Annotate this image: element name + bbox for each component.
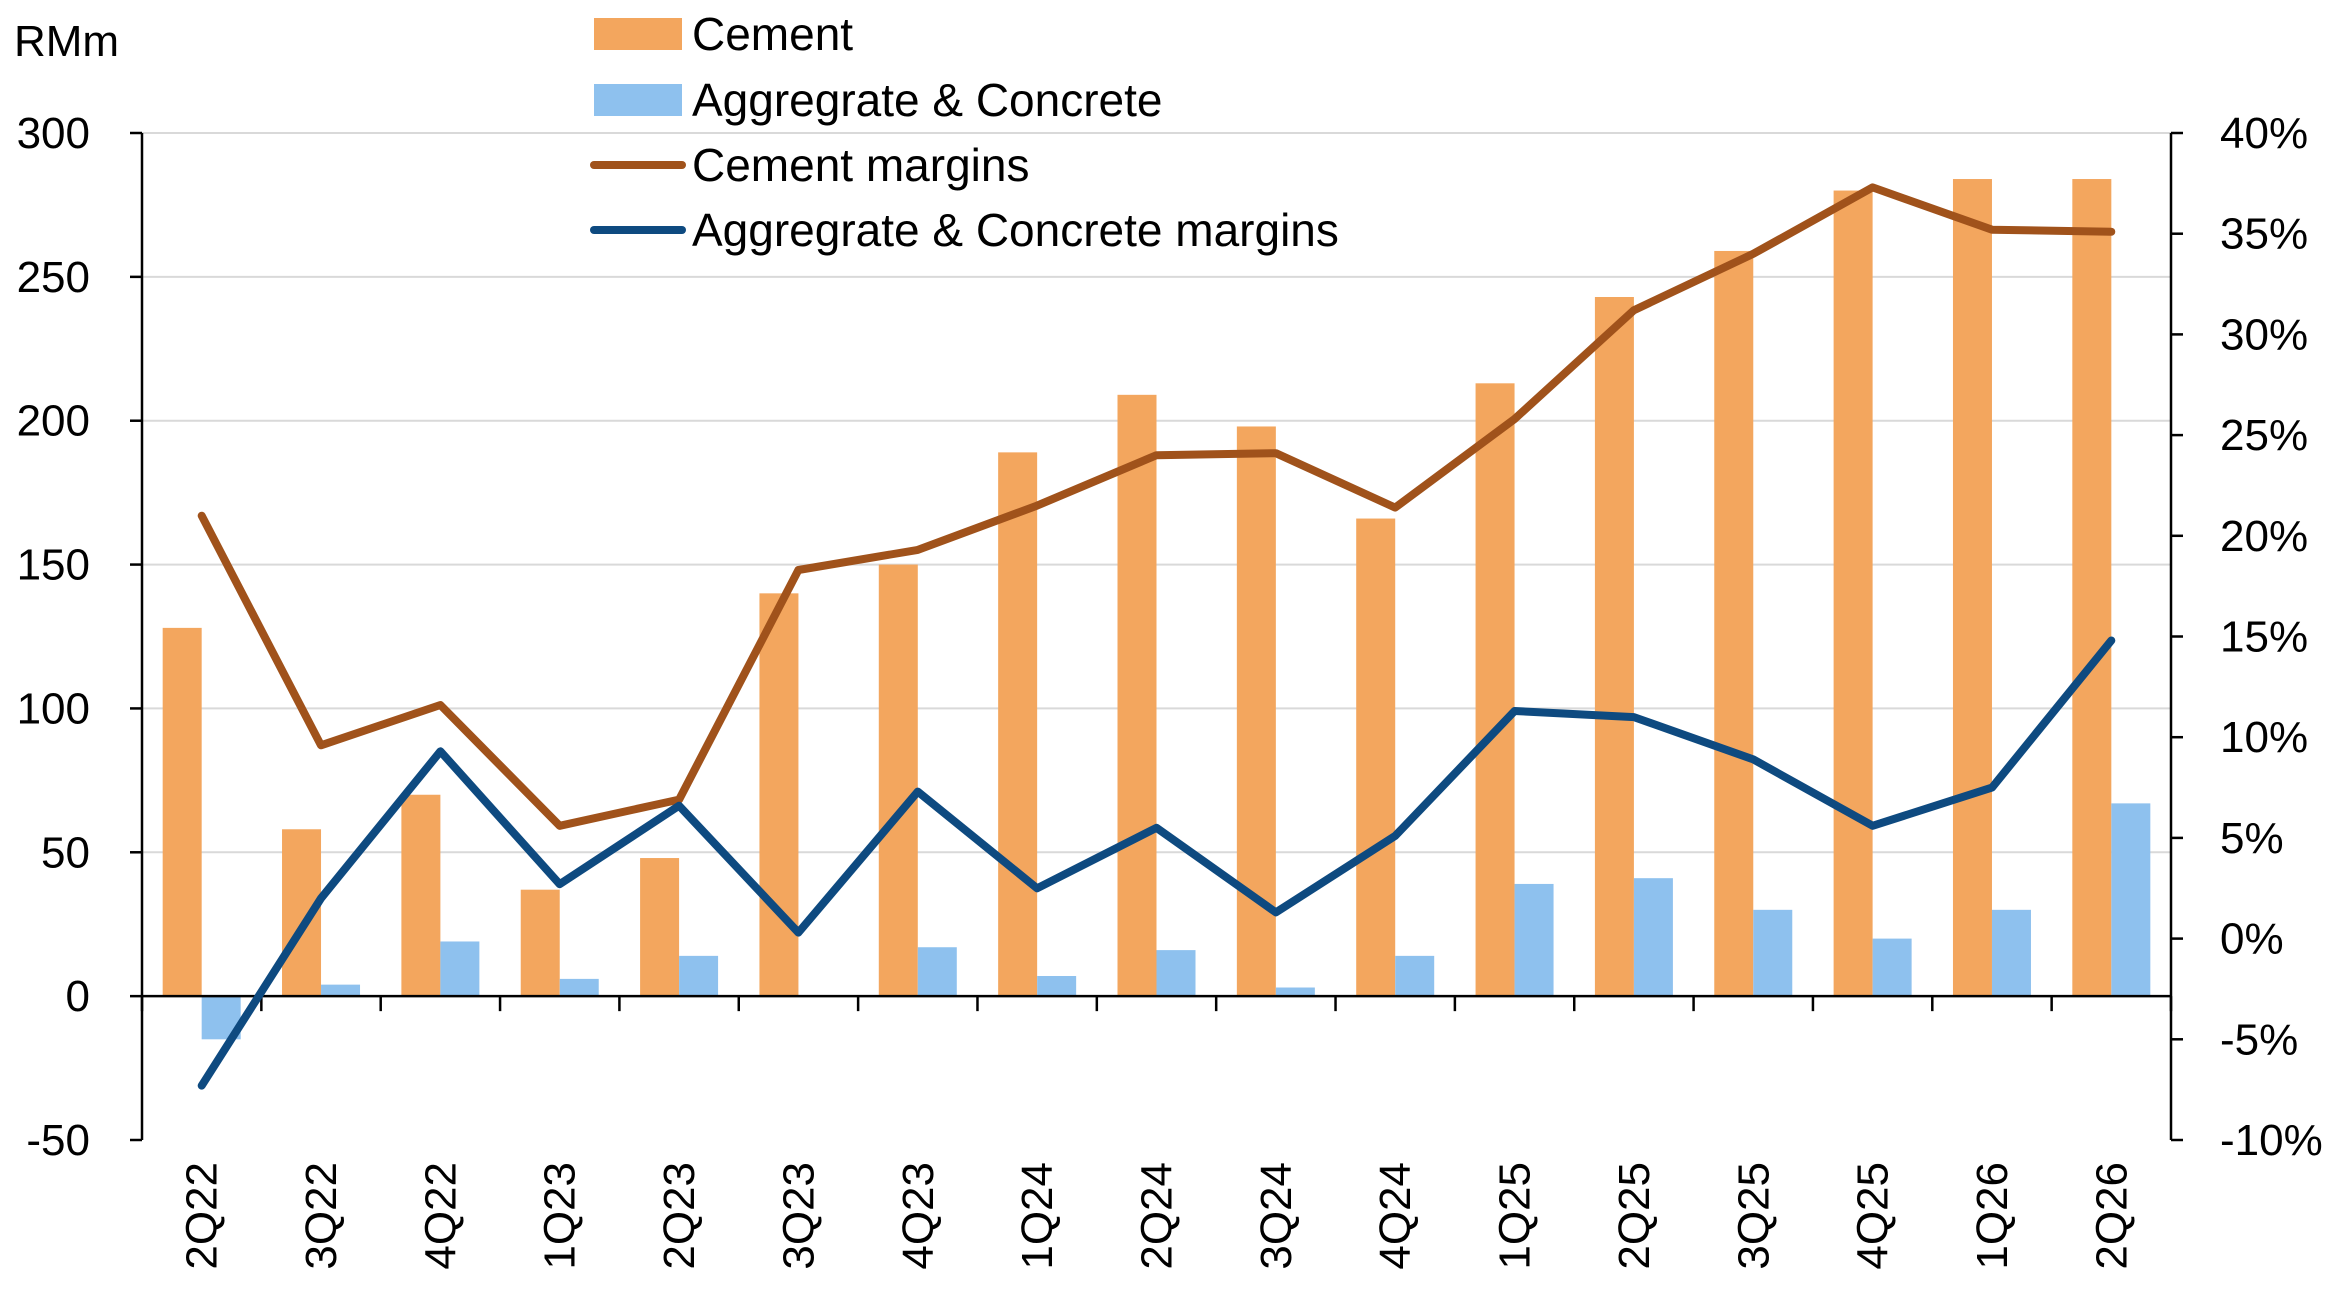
bar-cement — [1117, 394, 1157, 997]
bar-aggregate-concrete — [1037, 976, 1077, 997]
right-tick-label: 5% — [2220, 814, 2284, 863]
bar-cement — [1714, 250, 1754, 997]
bar-cement — [1833, 190, 1873, 997]
category-label: 2Q22 — [178, 1162, 227, 1270]
left-axis-unit: RMm — [14, 17, 119, 66]
bar-cement — [2072, 179, 2112, 997]
bar-aggregate-concrete — [1633, 878, 1673, 997]
margin-lines — [197, 183, 2116, 1090]
left-tick-label: -50 — [26, 1116, 90, 1165]
right-tick-label: 20% — [2220, 512, 2308, 561]
bar-cement — [1356, 518, 1396, 997]
right-tick-label: 35% — [2220, 210, 2308, 259]
category-label: 1Q24 — [1013, 1162, 1062, 1270]
bar-aggregate-concrete — [1991, 909, 2031, 997]
bar-cement — [878, 564, 918, 997]
left-tick-label: 150 — [17, 541, 90, 590]
left-tick-label: 200 — [17, 397, 90, 446]
category-label: 3Q23 — [774, 1162, 823, 1270]
legend-swatch-cement — [594, 18, 682, 50]
bar-aggregate-concrete — [1753, 909, 1793, 997]
right-tick-label: 30% — [2220, 310, 2308, 359]
bar-cement — [759, 593, 799, 997]
axes — [130, 131, 2183, 1142]
bar-aggregate-concrete — [2111, 803, 2151, 997]
category-label: 1Q25 — [1491, 1162, 1540, 1270]
bar-aggregate-concrete — [1872, 938, 1912, 997]
bar-cement — [1475, 383, 1515, 997]
bar-aggregate-concrete — [1395, 955, 1435, 997]
category-label: 2Q26 — [2087, 1162, 2136, 1270]
line-aggregate-concrete-margins — [197, 636, 2116, 1090]
legend-swatch-aggregate-concrete — [594, 84, 682, 116]
category-label: 4Q23 — [894, 1162, 943, 1270]
category-label: 3Q22 — [297, 1162, 346, 1270]
bar-cement — [520, 889, 560, 997]
bar-aggregate-concrete — [1514, 883, 1554, 997]
bar-aggregate-concrete — [1156, 950, 1196, 997]
category-label: 3Q24 — [1252, 1162, 1301, 1270]
category-label: 2Q23 — [655, 1162, 704, 1270]
tick-labels: -50 0 50 100 150 200 250 300 -10% -5% 0% 5% 10% 15% 20… — [17, 109, 2323, 1270]
right-tick-label: -10% — [2220, 1116, 2323, 1165]
right-tick-label: 40% — [2220, 109, 2308, 158]
left-tick-label: 50 — [41, 828, 90, 877]
bar-aggregate-concrete — [679, 955, 719, 997]
bar-cement — [401, 794, 441, 997]
category-label: 1Q23 — [536, 1162, 585, 1270]
bar-aggregate-concrete — [917, 947, 957, 997]
category-label: 2Q24 — [1133, 1162, 1182, 1270]
bar-cement — [162, 627, 202, 997]
category-label: 1Q26 — [1968, 1162, 2017, 1270]
right-tick-label: 25% — [2220, 411, 2308, 460]
bar-cement — [1594, 296, 1634, 997]
right-tick-label: 15% — [2220, 613, 2308, 662]
bars — [162, 179, 2151, 1040]
left-tick-label: 100 — [17, 684, 90, 733]
category-label: 4Q25 — [1849, 1162, 1898, 1270]
bar-aggregate-concrete — [559, 978, 599, 997]
legend-label: Aggregrate & Concrete margins — [692, 204, 1339, 256]
bar-aggregate-concrete — [321, 984, 361, 997]
right-tick-label: 10% — [2220, 713, 2308, 762]
category-label: 2Q25 — [1610, 1162, 1659, 1270]
bar-cement — [640, 858, 680, 997]
legend-label: Aggregrate & Concrete — [692, 74, 1163, 126]
bar-aggregate-concrete — [1275, 987, 1315, 997]
line-cement-margins — [197, 183, 2116, 830]
right-tick-label: -5% — [2220, 1015, 2298, 1064]
legend: Cement Aggregrate & Concrete Cement margin… — [590, 8, 1339, 256]
bar-aggregate-concrete — [440, 941, 480, 997]
left-tick-label: 0 — [66, 972, 90, 1021]
left-tick-label: 250 — [17, 253, 90, 302]
legend-label: Cement — [692, 8, 853, 60]
bar-cement — [998, 452, 1038, 997]
bar-cement — [1952, 179, 1992, 997]
legend-label: Cement margins — [692, 139, 1029, 191]
category-label: 4Q22 — [416, 1162, 465, 1270]
left-tick-label: 300 — [17, 109, 90, 158]
category-label: 3Q25 — [1729, 1162, 1778, 1270]
category-label: 4Q24 — [1371, 1162, 1420, 1270]
right-tick-label: 0% — [2220, 915, 2284, 964]
